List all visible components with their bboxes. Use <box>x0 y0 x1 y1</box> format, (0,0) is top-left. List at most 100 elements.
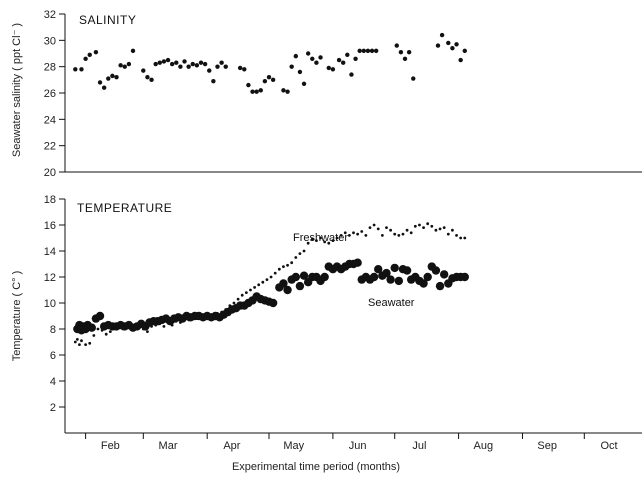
seawater-point <box>283 285 292 295</box>
x-month-label: Jul <box>412 440 426 452</box>
salinity-point <box>83 56 88 61</box>
salinity-point <box>182 59 187 64</box>
freshwater-point <box>393 232 397 236</box>
salinity-point <box>326 65 331 71</box>
salinity-point <box>262 78 268 84</box>
freshwater-point <box>347 234 351 237</box>
freshwater-point <box>80 339 83 343</box>
freshwater-point <box>434 228 438 232</box>
salinity-point <box>402 56 408 61</box>
freshwater-point <box>405 228 409 232</box>
temperature-y-tick-label: 12 <box>44 272 56 284</box>
salinity-y-tick-label: 30 <box>44 35 56 47</box>
temperature-y-tick-label: 2 <box>50 402 56 414</box>
freshwater-point <box>298 252 302 256</box>
freshwater-point <box>418 223 421 227</box>
salinity-point <box>254 89 259 94</box>
seawater-point <box>279 279 288 288</box>
salinity-point <box>79 67 84 72</box>
seawater-point <box>423 272 432 282</box>
salinity-point <box>165 57 171 63</box>
freshwater-point <box>236 297 240 301</box>
salinity-point <box>130 48 136 54</box>
freshwater-point <box>327 241 331 245</box>
temperature-y-tick-label: 6 <box>50 350 56 362</box>
salinity-point <box>349 72 354 77</box>
freshwater-point <box>315 239 318 243</box>
temperature-y-tick-label: 10 <box>44 298 56 310</box>
freshwater-point <box>356 232 360 236</box>
freshwater-point <box>323 240 327 244</box>
freshwater-point <box>451 228 454 232</box>
freshwater-point <box>78 343 81 346</box>
seawater-point <box>386 275 395 284</box>
seawater-point <box>394 276 404 286</box>
salinity-point <box>281 88 286 93</box>
seawater-point <box>295 281 305 291</box>
salinity-point <box>439 32 445 38</box>
temperature-y-label: Temperature ( C° ) <box>11 271 23 362</box>
freshwater-point <box>372 223 376 227</box>
salinity-y-tick-label: 28 <box>44 62 56 74</box>
freshwater-point <box>286 263 289 267</box>
salinity-point <box>446 40 451 46</box>
salinity-point <box>454 42 459 47</box>
salinity-point <box>301 81 307 86</box>
freshwater-point <box>352 231 355 235</box>
x-month-label: Oct <box>600 440 617 452</box>
freshwater-point <box>368 226 372 230</box>
seawater-point <box>439 270 449 279</box>
seawater-point <box>435 281 445 291</box>
salinity-point <box>314 60 319 65</box>
salinity-point <box>266 75 272 80</box>
salinity-point <box>365 48 371 54</box>
freshwater-point <box>413 224 417 228</box>
salinity-point <box>310 56 315 61</box>
freshwater-point <box>455 234 458 237</box>
freshwater-point <box>389 228 392 232</box>
freshwater-point <box>442 226 446 230</box>
freshwater-point <box>397 234 401 237</box>
salinity-axes <box>64 14 642 173</box>
freshwater-point <box>277 267 281 271</box>
freshwater-point <box>339 234 343 237</box>
salinity-y-tick-label: 26 <box>44 88 56 100</box>
salinity-series <box>73 32 467 94</box>
seawater-point <box>460 272 469 282</box>
freshwater-point <box>319 236 322 240</box>
freshwater-point <box>75 338 79 341</box>
salinity-point <box>215 64 220 69</box>
salinity-point <box>198 60 204 65</box>
freshwater-point <box>364 234 368 237</box>
salinity-point <box>211 78 216 84</box>
seawater-point <box>419 279 428 288</box>
salinity-y-tick-label: 22 <box>44 141 56 153</box>
salinity-point <box>246 82 251 88</box>
freshwater-point <box>310 237 314 241</box>
salinity-point <box>270 77 276 83</box>
salinity-point <box>114 75 119 80</box>
salinity-point <box>194 63 200 68</box>
salinity-point <box>250 89 255 94</box>
salinity-point <box>361 48 367 54</box>
salinity-point <box>394 43 399 48</box>
freshwater-label: Freshwater <box>293 232 348 244</box>
salinity-point <box>289 64 294 69</box>
seawater-point <box>291 272 300 282</box>
salinity-point <box>73 67 78 72</box>
salinity-point <box>285 89 290 94</box>
freshwater-point <box>257 283 261 287</box>
freshwater-point <box>269 275 273 279</box>
salinity-point <box>293 53 298 59</box>
freshwater-point <box>92 334 96 337</box>
x-month-label: Feb <box>101 440 120 452</box>
seawater-point <box>369 272 379 282</box>
freshwater-point <box>249 288 252 292</box>
x-month-label: Jun <box>349 440 367 452</box>
freshwater-point <box>261 280 265 284</box>
freshwater-point <box>446 232 450 236</box>
seawater-point <box>390 263 399 273</box>
salinity-point <box>106 76 111 81</box>
freshwater-point <box>253 286 256 289</box>
